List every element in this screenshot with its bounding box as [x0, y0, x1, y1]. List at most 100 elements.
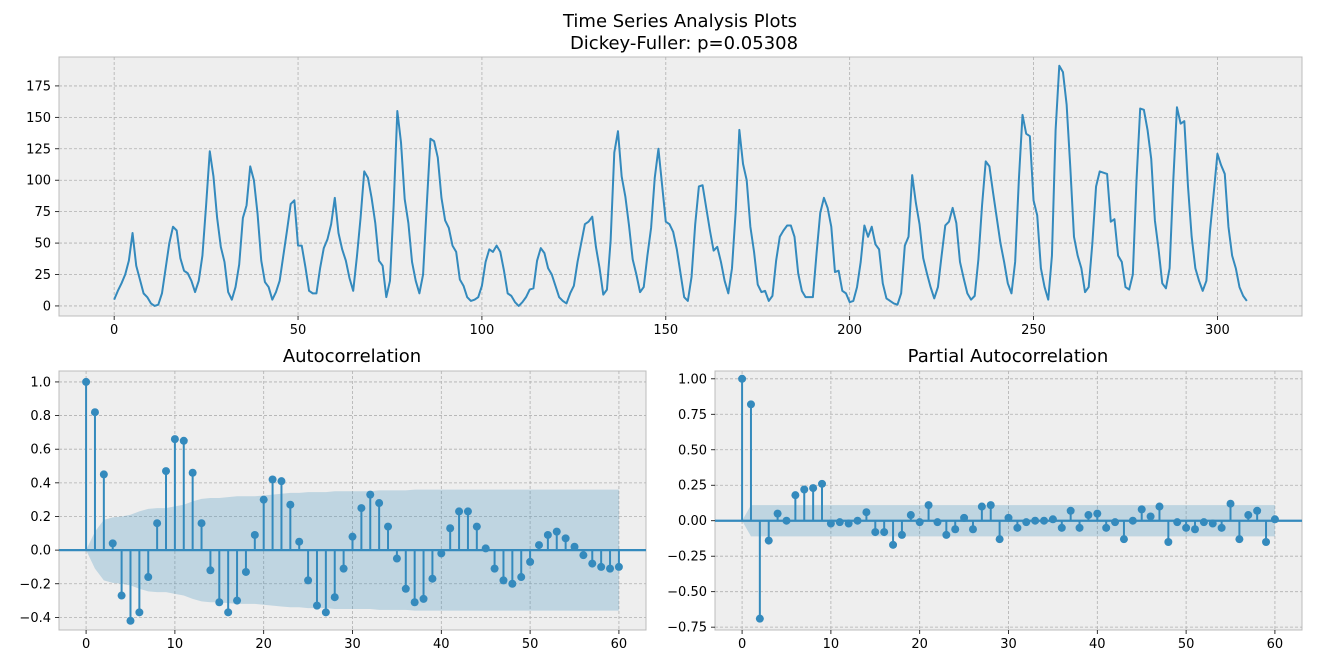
y-tick-label: 0.4	[30, 476, 51, 491]
stem-marker	[826, 519, 835, 528]
stem-marker	[508, 579, 517, 588]
stem-marker	[250, 530, 259, 539]
stem-marker	[179, 436, 188, 445]
stem-marker	[534, 541, 543, 550]
figure-subtitle: Dickey-Fuller: p=0.05308	[570, 33, 798, 54]
stem-marker	[1235, 535, 1244, 544]
stem-marker	[517, 573, 526, 582]
stem-marker	[366, 490, 375, 499]
y-tick-label: 0.50	[678, 443, 707, 458]
stem-marker	[951, 525, 960, 534]
stem-marker	[1182, 523, 1191, 532]
stem-marker	[241, 567, 250, 576]
stem-marker	[1004, 513, 1013, 522]
stem-marker	[782, 516, 791, 525]
stem-marker	[1119, 535, 1128, 544]
stem-marker	[144, 573, 153, 582]
stem-marker	[437, 549, 446, 558]
x-tick-label: 50	[1178, 637, 1195, 652]
x-tick-label: 50	[290, 323, 307, 338]
stem-marker	[1111, 518, 1120, 527]
stem-marker	[1244, 511, 1253, 520]
stem-marker	[304, 576, 313, 585]
stem-marker	[986, 501, 995, 510]
partial-autocorrelation-plot: Partial Autocorrelation 0 10 20 30 40 50 60 −0.…	[667, 346, 1303, 652]
stem-marker	[1199, 518, 1208, 527]
y-tick-label: −0.50	[667, 585, 707, 600]
y-tick-label: 0.25	[678, 479, 707, 494]
stem-marker	[1217, 523, 1226, 532]
stem-marker	[286, 500, 295, 509]
stem-marker	[543, 530, 552, 539]
stem-marker	[597, 562, 606, 571]
stem-marker	[1270, 515, 1279, 524]
stem-marker	[135, 608, 144, 617]
x-tick-label: 100	[470, 323, 495, 338]
x-tick-label: 40	[1089, 637, 1106, 652]
x-tick-label: 0	[738, 637, 746, 652]
pacf-title: Partial Autocorrelation	[908, 346, 1109, 367]
stem-marker	[99, 470, 108, 479]
y-tick-label: 25	[34, 268, 51, 283]
stem-marker	[579, 551, 588, 560]
stem-marker	[481, 544, 490, 553]
stem-marker	[419, 594, 428, 603]
stem-marker	[818, 479, 827, 488]
acf-title: Autocorrelation	[283, 346, 421, 367]
y-tick-label: −0.4	[19, 611, 51, 626]
stem-marker	[295, 537, 304, 546]
y-tick-label: −0.2	[19, 577, 51, 592]
stem-marker	[1190, 525, 1199, 534]
y-tick-label: 0.2	[30, 510, 51, 525]
stem-marker	[1208, 519, 1217, 528]
x-tick-label: 0	[110, 323, 118, 338]
stem-marker	[259, 495, 268, 504]
stem-marker	[800, 485, 809, 494]
stem-marker	[1253, 506, 1262, 515]
stem-marker	[906, 511, 915, 520]
stem-marker	[1066, 506, 1075, 515]
stem-marker	[1155, 502, 1164, 511]
stem-marker	[357, 504, 366, 513]
stem-marker	[880, 528, 889, 537]
stem-marker	[233, 596, 242, 605]
x-tick-label: 150	[653, 323, 678, 338]
stem-marker	[1048, 515, 1057, 524]
stem-marker	[1173, 518, 1182, 527]
stem-marker	[1146, 512, 1155, 521]
y-tick-label: −0.75	[667, 621, 707, 636]
x-tick-label: 60	[611, 637, 628, 652]
stem-marker	[224, 608, 233, 617]
stem-marker	[968, 525, 977, 534]
stem-marker	[455, 507, 464, 516]
stem-marker	[170, 435, 179, 444]
stem-marker	[942, 530, 951, 539]
x-tick-label: 10	[823, 637, 840, 652]
stem-marker	[960, 513, 969, 522]
x-tick-label: 200	[837, 323, 862, 338]
stem-marker	[126, 616, 135, 625]
y-tick-label: 0.0	[30, 544, 51, 559]
stem-marker	[933, 518, 942, 527]
x-tick-label: 0	[82, 637, 90, 652]
stem-marker	[746, 400, 755, 409]
y-tick-label: 0.75	[678, 408, 707, 423]
autocorrelation-plot: Autocorrelation 0 10 20 30 40 50 60 −0.4 −0.2 0.0…	[19, 346, 647, 652]
stem-marker	[1084, 511, 1093, 520]
stem-marker	[924, 501, 933, 510]
stem-marker	[499, 576, 508, 585]
series-line	[113, 64, 1248, 307]
stem-marker	[490, 564, 499, 573]
stem-marker	[206, 566, 215, 575]
stem-marker	[552, 527, 561, 536]
stem-marker	[392, 554, 401, 563]
y-tick-label: 100	[26, 174, 51, 189]
stem-marker	[215, 598, 224, 607]
stem-marker	[764, 536, 773, 545]
y-tick-label: −0.25	[667, 550, 707, 565]
x-tick-label: 300	[1205, 323, 1230, 338]
stem-marker	[188, 468, 197, 477]
stem-marker	[401, 584, 410, 593]
stem-marker	[862, 508, 871, 517]
stem-marker	[1128, 516, 1137, 525]
